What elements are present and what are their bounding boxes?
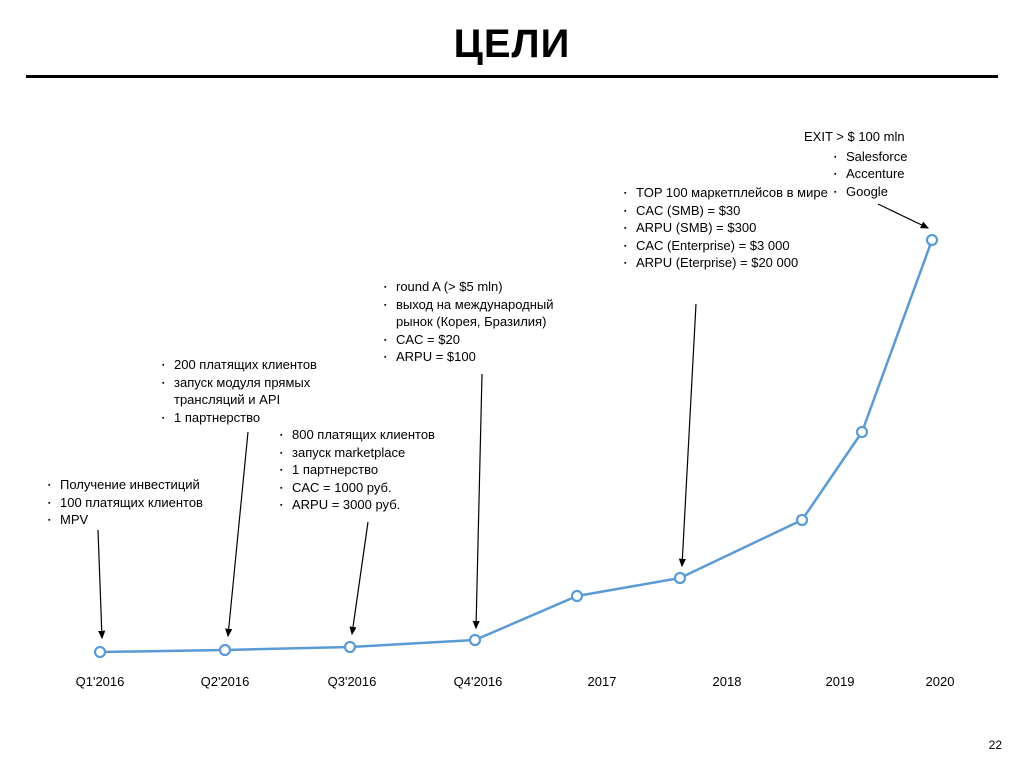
goal-list: 800 платящих клиентовзапуск marketplace1… — [276, 426, 486, 514]
goal-item: ARPU (SMB) = $300 — [636, 219, 830, 237]
goal-item: round A (> $5 mln) — [396, 278, 590, 296]
goal-title: EXIT > $ 100 mln — [804, 128, 974, 146]
chart-svg — [0, 0, 1024, 768]
goal-block-g3: 800 платящих клиентовзапуск marketplace1… — [276, 426, 486, 514]
goal-item: TOP 100 маркетплейсов в мире — [636, 184, 830, 202]
goal-item: CAC = 1000 руб. — [292, 479, 486, 497]
goal-item: выход на международный рынок (Корея, Бра… — [396, 296, 590, 331]
goal-item: CAC (Enterprise) = $3 000 — [636, 237, 830, 255]
goal-item: 800 платящих клиентов — [292, 426, 486, 444]
goal-item: запуск модуля прямых трансляций и API — [174, 374, 368, 409]
goal-item: Salesforce — [846, 148, 974, 166]
x-axis-label: Q2'2016 — [201, 674, 250, 689]
goal-block-g6: EXIT > $ 100 mln SalesforceAccentureGoogl… — [804, 128, 974, 200]
goal-list: 200 платящих клиентовзапуск модуля прямы… — [158, 356, 368, 426]
goal-item: CAC = $20 — [396, 331, 590, 349]
goal-block-g2: 200 платящих клиентовзапуск модуля прямы… — [158, 356, 368, 426]
goal-list: SalesforceAccentureGoogle — [804, 148, 974, 201]
goal-item: запуск marketplace — [292, 444, 486, 462]
goal-list: Получение инвестиций100 платящих клиенто… — [44, 476, 254, 529]
chart-area: Q1'2016 Q2'2016 Q3'2016 Q4'2016 2017 2018 2019… — [0, 0, 1024, 768]
goal-item: 200 платящих клиентов — [174, 356, 368, 374]
x-axis-label: Q1'2016 — [76, 674, 125, 689]
goal-block-g4: round A (> $5 mln)выход на международный… — [380, 278, 590, 366]
goal-item: Google — [846, 183, 974, 201]
goal-item: 100 платящих клиентов — [60, 494, 254, 512]
x-axis-label: Q4'2016 — [454, 674, 503, 689]
goal-item: ARPU = 3000 руб. — [292, 496, 486, 514]
x-axis-label: Q3'2016 — [328, 674, 377, 689]
goal-item: Accenture — [846, 165, 974, 183]
goal-item: 1 партнерство — [174, 409, 368, 427]
goal-item: CAC (SMB) = $30 — [636, 202, 830, 220]
goal-list: TOP 100 маркетплейсов в миреCAC (SMB) = … — [620, 184, 830, 272]
goal-item: Получение инвестиций — [60, 476, 254, 494]
goal-block-g5: TOP 100 маркетплейсов в миреCAC (SMB) = … — [620, 184, 830, 272]
x-axis-label: 2018 — [713, 674, 742, 689]
goal-list: round A (> $5 mln)выход на международный… — [380, 278, 590, 366]
goal-item: ARPU = $100 — [396, 348, 590, 366]
goal-item: ARPU (Eterprise) = $20 000 — [636, 254, 830, 272]
x-axis-label: 2019 — [826, 674, 855, 689]
goal-item: 1 партнерство — [292, 461, 486, 479]
x-axis-label: 2017 — [588, 674, 617, 689]
page-number: 22 — [989, 738, 1002, 752]
goal-block-g1: Получение инвестиций100 платящих клиенто… — [44, 476, 254, 529]
x-axis-label: 2020 — [926, 674, 955, 689]
goal-item: MPV — [60, 511, 254, 529]
